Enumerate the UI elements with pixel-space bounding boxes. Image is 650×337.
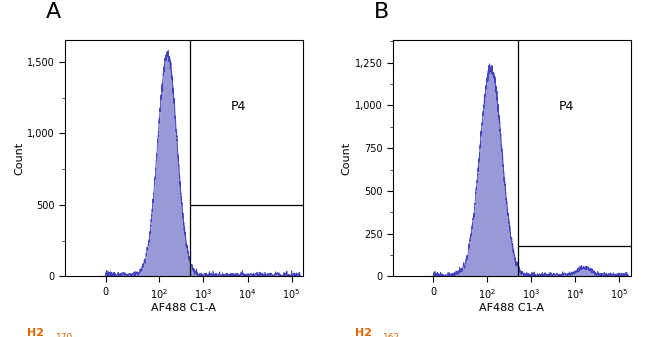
Text: A: A xyxy=(46,2,60,22)
X-axis label: AF488 C1-A: AF488 C1-A xyxy=(151,303,216,313)
Text: 162: 162 xyxy=(384,333,400,337)
Text: P4: P4 xyxy=(231,100,246,113)
X-axis label: AF488 C1-A: AF488 C1-A xyxy=(479,303,544,313)
Text: H2: H2 xyxy=(355,328,372,337)
Text: P4: P4 xyxy=(558,100,574,113)
Y-axis label: Count: Count xyxy=(14,142,24,175)
Y-axis label: Count: Count xyxy=(342,142,352,175)
Text: 170: 170 xyxy=(55,333,73,337)
Text: B: B xyxy=(373,2,389,22)
Text: H2: H2 xyxy=(27,328,44,337)
